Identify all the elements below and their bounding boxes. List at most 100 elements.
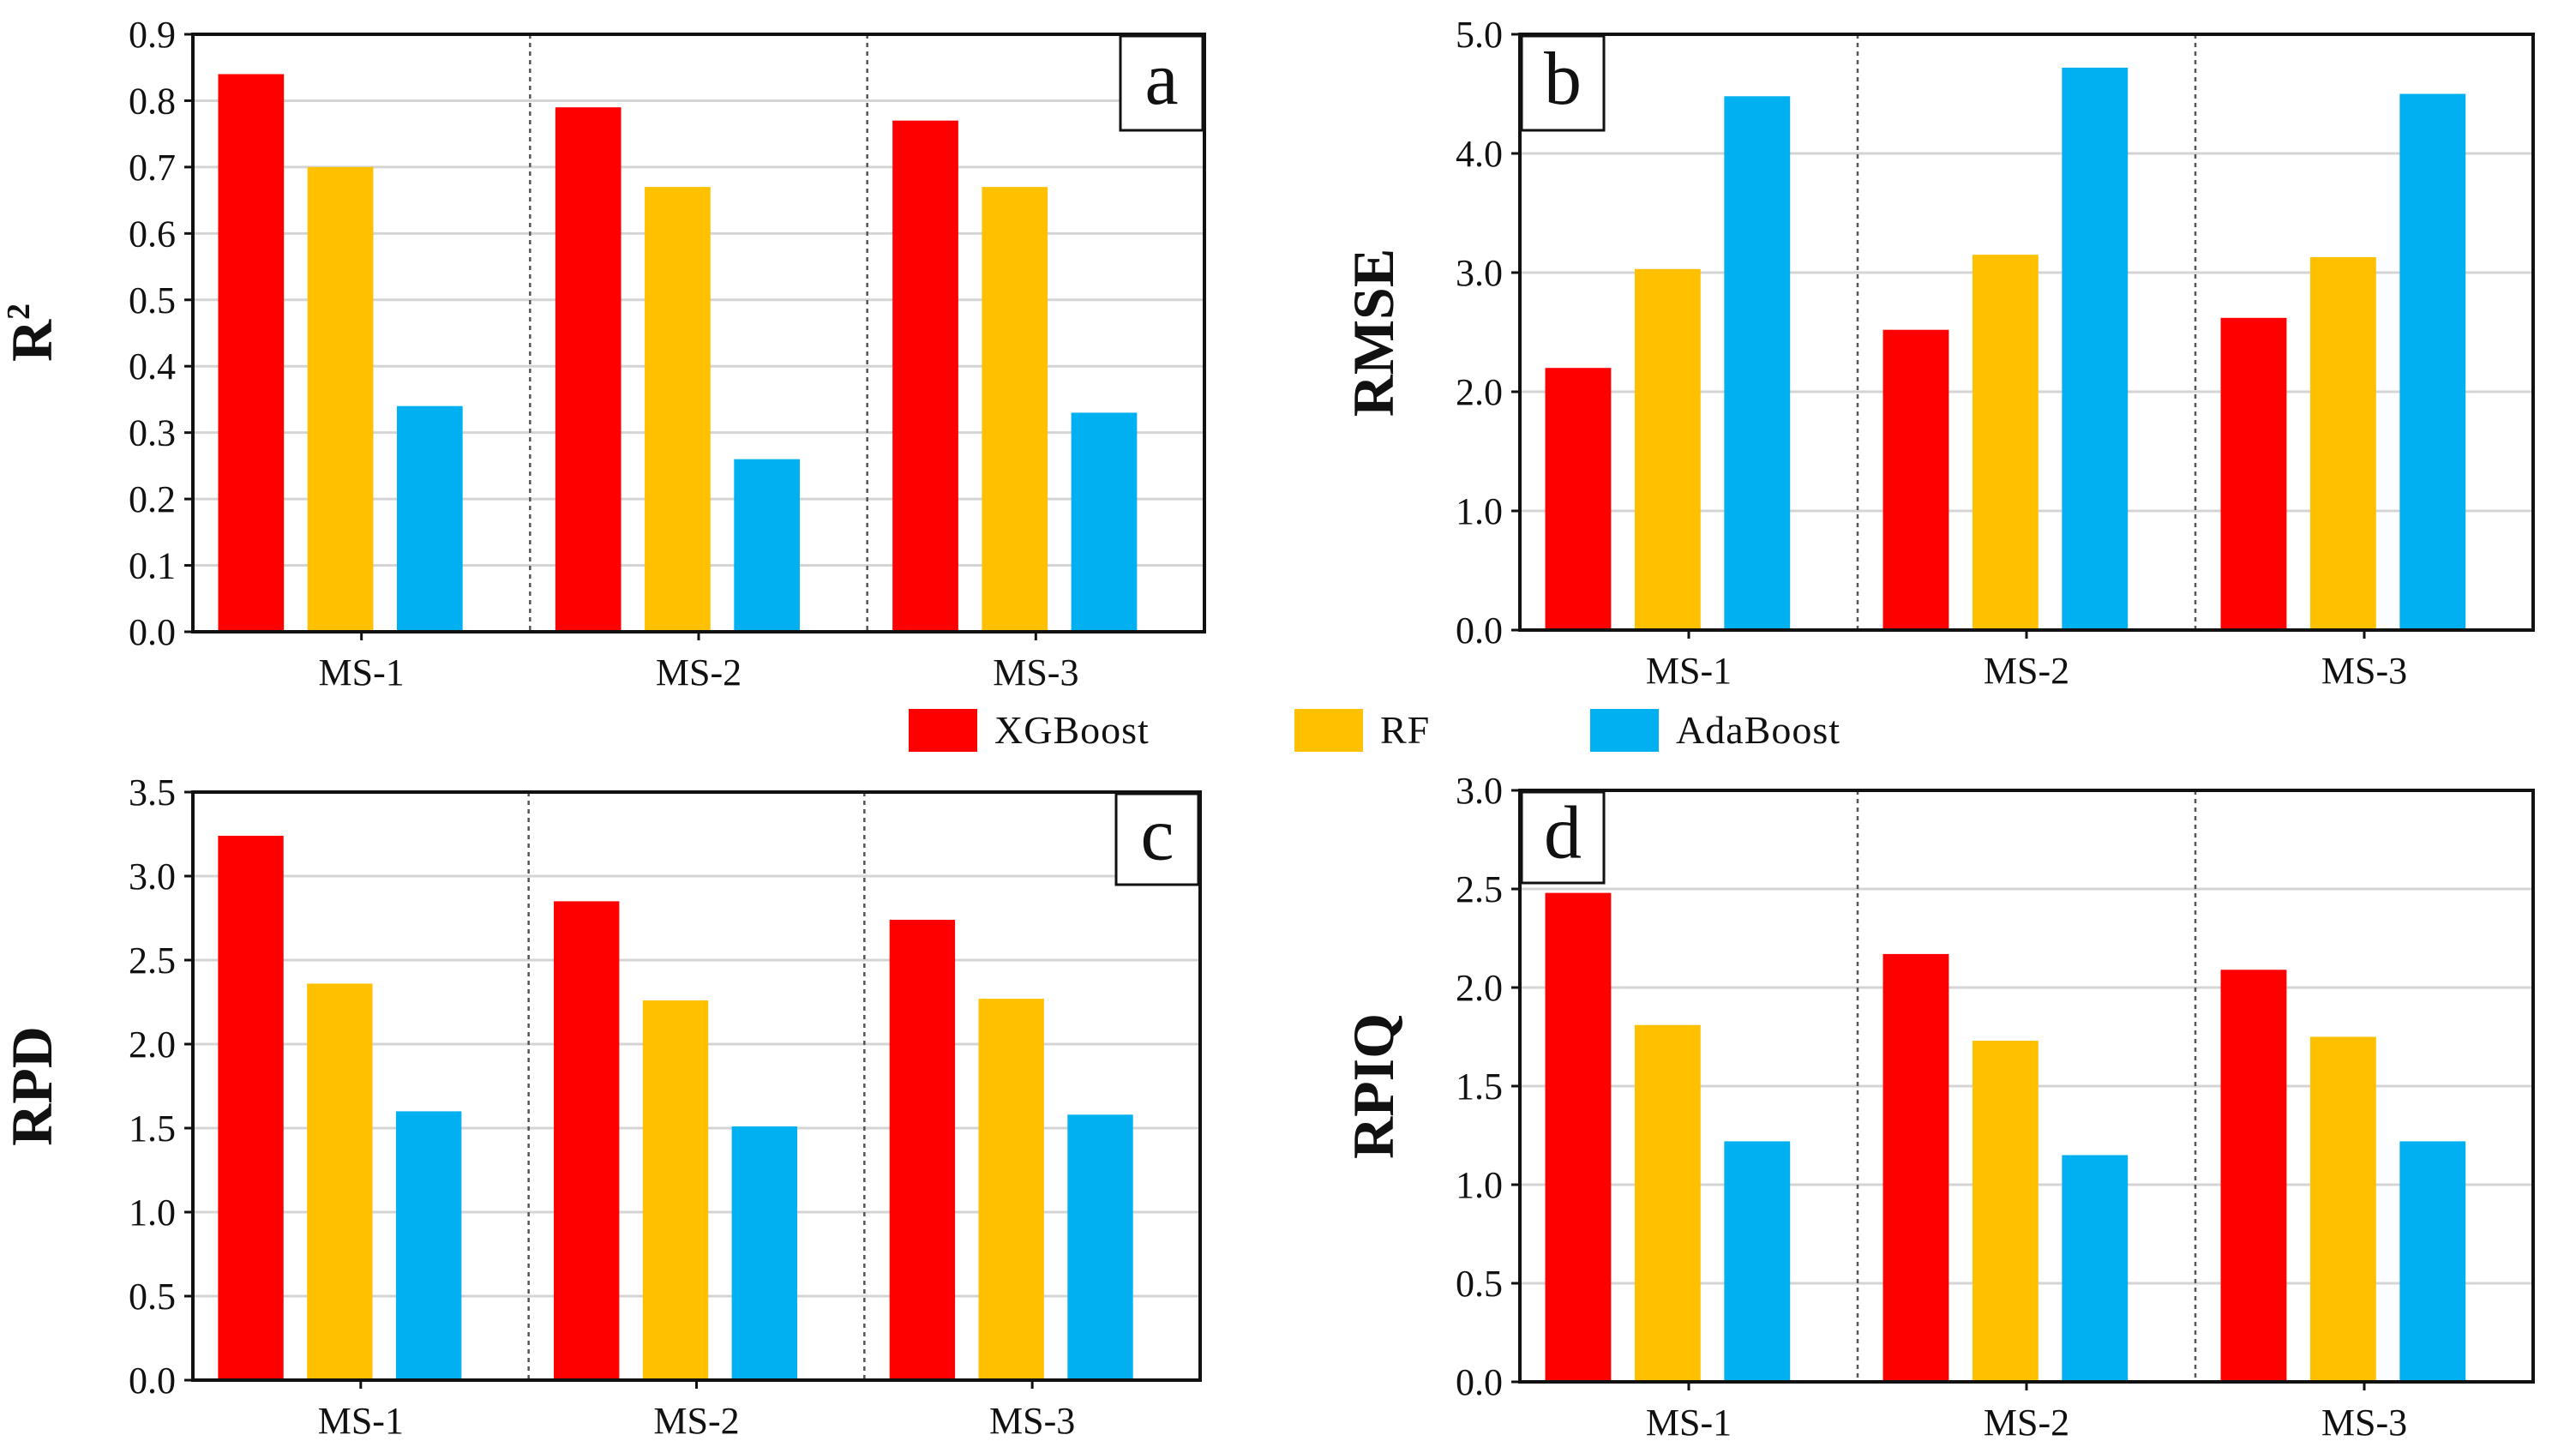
y-axis-title-text: RPD [0, 1026, 64, 1146]
y-axis-title-superscript: 2 [1, 303, 37, 320]
bar-xgboost-ms-2 [1882, 953, 1949, 1382]
bar-rf-ms-2 [1972, 255, 2039, 630]
y-tick-label: 0.0 [1456, 1361, 1503, 1403]
legend-item-xgboost: XGBoost [909, 708, 1150, 752]
y-tick-label: 1.0 [129, 1192, 176, 1234]
bar-adaboost-ms-2 [2062, 1155, 2129, 1382]
legend-item-adaboost: AdaBoost [1590, 708, 1840, 752]
bar-xgboost-ms-3 [2220, 970, 2287, 1382]
panels: 0.0 0.1 0.2 0.3 0.4 0.5 0.6 0.7 0.8 0.9 MS-1 MS-2 MS… [0, 14, 2535, 1444]
x-category-label: MS-2 [656, 651, 742, 693]
chart-panel-d: 0.0 0.5 1.0 1.5 2.0 2.5 3.0 MS-1 MS-2 MS-3 d RPIQ [1341, 770, 2535, 1444]
chart-panel-c: 0.0 0.5 1.0 1.5 2.0 2.5 3.0 3.5 MS-1 MS-2 MS-3 c RPD [0, 772, 1202, 1442]
bar-adaboost-ms-1 [1724, 1141, 1791, 1382]
y-tick-label: 3.0 [129, 856, 176, 898]
x-category-label: MS-1 [318, 1400, 404, 1442]
legend-label: AdaBoost [1676, 708, 1840, 752]
legend-label: XGBoost [994, 708, 1150, 752]
panel-letter: c [1140, 793, 1174, 876]
x-category-label: MS-3 [989, 1400, 1075, 1442]
y-axis-title-text: RMSE [1341, 249, 1406, 417]
bar-rf-ms-1 [307, 166, 374, 632]
bar-rf-ms-2 [1972, 1041, 2039, 1382]
x-category-label: MS-2 [1984, 650, 2069, 692]
panel-letter: d [1544, 791, 1582, 874]
y-tick-label: 2.5 [1456, 868, 1503, 910]
legend-swatch [1294, 709, 1363, 752]
y-axis-title: RMSE [1341, 249, 1406, 417]
x-category-label: MS-2 [1984, 1402, 2069, 1444]
y-tick-label: 1.5 [129, 1108, 176, 1150]
bar-rf-ms-2 [642, 1000, 709, 1380]
panel-letter: a [1144, 38, 1178, 121]
bar-adaboost-ms-2 [2062, 67, 2129, 631]
bar-adaboost-ms-1 [396, 405, 463, 632]
y-tick-label: 2.0 [1456, 371, 1503, 413]
legend-swatch [909, 709, 977, 752]
x-category-label: MS-1 [1646, 650, 1732, 692]
bar-rf-ms-3 [982, 187, 1048, 633]
bar-xgboost-ms-1 [218, 835, 284, 1380]
bar-xgboost-ms-1 [218, 74, 285, 632]
bar-xgboost-ms-1 [1545, 368, 1612, 630]
bar-adaboost-ms-2 [731, 1126, 797, 1380]
bar-adaboost-ms-3 [2399, 93, 2466, 630]
bar-rf-ms-3 [2309, 1036, 2376, 1382]
y-tick-label: 0.0 [129, 611, 176, 653]
y-tick-label: 1.0 [1456, 1164, 1503, 1206]
y-tick-label: 0.6 [129, 213, 176, 255]
x-category-label: MS-3 [2321, 1402, 2407, 1444]
bar-adaboost-ms-2 [734, 459, 800, 632]
y-tick-label: 2.5 [129, 940, 176, 982]
bar-rf-ms-1 [1634, 268, 1701, 630]
y-tick-label: 0.2 [129, 478, 176, 520]
bar-adaboost-ms-3 [2399, 1141, 2466, 1382]
y-axis-title: RPIQ [1341, 1013, 1406, 1159]
chart-panel-b: 0.0 1.0 2.0 3.0 4.0 5.0 MS-1 MS-2 MS-3 b RMSE [1341, 14, 2535, 692]
y-tick-label: 0.3 [129, 412, 176, 454]
panel-letter-box [1520, 790, 1606, 885]
y-axis-title-text: RPIQ [1341, 1013, 1406, 1159]
y-tick-label: 0.9 [129, 14, 176, 56]
legend-swatch [1590, 709, 1659, 752]
legend: XGBoost RF AdaBoost [909, 708, 1840, 752]
panel-letter-box [1520, 34, 1606, 132]
y-tick-label: 0.5 [1456, 1263, 1503, 1305]
y-tick-label: 1.5 [1456, 1066, 1503, 1108]
bar-xgboost-ms-2 [555, 107, 621, 632]
bar-xgboost-ms-3 [889, 919, 956, 1380]
bar-rf-ms-2 [645, 187, 711, 633]
y-tick-label: 0.5 [129, 1276, 176, 1318]
x-category-label: MS-2 [653, 1400, 739, 1442]
bar-rf-ms-3 [978, 999, 1044, 1380]
y-tick-label: 2.0 [1456, 967, 1503, 1009]
y-tick-label: 0.5 [129, 279, 176, 321]
panel-letter: b [1544, 38, 1582, 121]
y-axis-title: R2 [0, 303, 64, 362]
bar-adaboost-ms-3 [1067, 1114, 1133, 1380]
bar-rf-ms-1 [307, 983, 373, 1380]
y-tick-label: 4.0 [1456, 133, 1503, 175]
bar-rf-ms-3 [2309, 256, 2376, 630]
y-tick-label: 0.8 [129, 80, 176, 122]
y-tick-label: 0.0 [129, 1360, 176, 1402]
y-tick-label: 3.0 [1456, 770, 1503, 812]
bar-rf-ms-1 [1634, 1024, 1701, 1382]
x-category-label: MS-3 [2321, 650, 2407, 692]
y-tick-label: 3.0 [1456, 252, 1503, 294]
y-tick-label: 0.7 [129, 147, 176, 189]
y-tick-label: 3.5 [129, 772, 176, 814]
bar-xgboost-ms-3 [2220, 317, 2287, 630]
bar-xgboost-ms-3 [892, 120, 958, 632]
bar-xgboost-ms-2 [554, 901, 620, 1380]
y-tick-label: 1.0 [1456, 490, 1503, 532]
legend-item-rf: RF [1294, 708, 1429, 752]
panel-letter-box [1114, 792, 1200, 886]
y-tick-label: 5.0 [1456, 14, 1503, 56]
bar-adaboost-ms-1 [395, 1111, 462, 1380]
x-category-label: MS-3 [993, 651, 1078, 693]
y-tick-label: 2.0 [129, 1024, 176, 1066]
y-tick-label: 0.4 [129, 345, 176, 387]
bar-xgboost-ms-2 [1882, 329, 1949, 630]
